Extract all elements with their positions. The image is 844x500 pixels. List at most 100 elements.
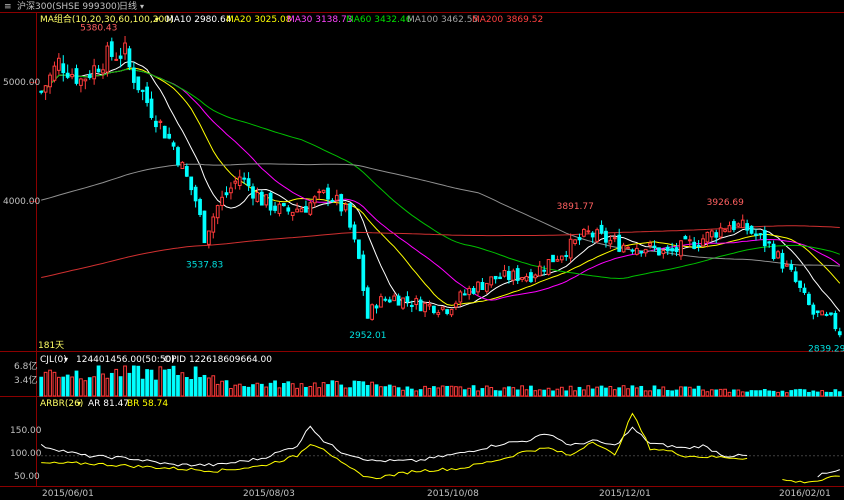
ma-legend: MA组合(10,20,30,60,100,200) ▾ MA10 2980.64…	[40, 13, 543, 25]
chevron-down-icon[interactable]: ▾	[155, 15, 159, 24]
candle-body	[418, 299, 423, 312]
candle-body	[330, 199, 335, 202]
candle-body	[820, 310, 825, 316]
candle-body	[352, 224, 357, 240]
volume-bar	[211, 375, 216, 397]
candle-body	[714, 232, 719, 238]
candle-body	[123, 42, 127, 55]
volume-bar	[61, 376, 66, 397]
candle-body	[533, 274, 538, 279]
candle-body	[604, 230, 608, 243]
volume-bar	[789, 390, 794, 397]
volume-bar	[462, 389, 467, 397]
candle-body	[705, 231, 710, 243]
candle-body	[136, 76, 141, 91]
volume-bar	[670, 390, 675, 397]
candle-body	[657, 247, 661, 256]
candle-body	[326, 187, 330, 200]
volume-bar	[745, 391, 750, 397]
candle-body	[515, 268, 520, 281]
candle-body	[387, 299, 392, 303]
candle-body	[498, 276, 502, 280]
volume-bar	[533, 390, 538, 397]
candle-body	[299, 208, 304, 213]
volume-bar	[330, 380, 335, 397]
ma-group-label[interactable]: MA组合(10,20,30,60,100,200)	[40, 13, 173, 25]
candle-body	[65, 72, 70, 78]
candle-body	[471, 287, 476, 294]
candle-body	[202, 210, 207, 244]
ma100-line	[41, 163, 840, 267]
chevron-down-icon[interactable]: ▾	[77, 399, 81, 408]
volume-bar	[295, 387, 299, 397]
chevron-down-icon[interactable]: ▾	[64, 355, 68, 364]
volume-bar	[409, 388, 414, 397]
price-annotation: 2839.29	[808, 344, 844, 354]
candle-body	[268, 192, 273, 211]
candle-body	[109, 41, 114, 57]
candle-body	[608, 239, 613, 245]
volume-bar	[776, 391, 780, 397]
volume-bar	[630, 385, 635, 397]
candle-body	[158, 120, 163, 123]
candle-body	[687, 239, 692, 242]
candle-body	[255, 192, 260, 202]
volume-bar	[555, 388, 560, 397]
price-annotations: 5380.43 3537.83 2952.01 3891.77 3926.69 2839.…	[80, 23, 844, 354]
candle-body	[105, 45, 110, 73]
candle-body	[427, 303, 432, 307]
chevron-down-icon[interactable]: ▾	[140, 2, 144, 11]
candle-body	[679, 240, 683, 257]
candle-body	[70, 74, 74, 78]
volume-name[interactable]: CJL(0)	[40, 355, 67, 365]
volume-bar	[259, 383, 264, 397]
volume-bar	[652, 385, 657, 397]
period-selector[interactable]: 日线	[119, 0, 137, 12]
volume-bar	[233, 384, 238, 397]
volume-bar	[264, 386, 269, 397]
candle-body	[634, 247, 639, 255]
candle-body	[189, 176, 194, 191]
candle-body	[193, 186, 198, 202]
candle-body	[436, 312, 441, 315]
menu-icon[interactable]: ≡	[4, 2, 12, 12]
volume-bar	[405, 386, 410, 397]
volume-bar	[732, 389, 736, 397]
arbr-name[interactable]: ARBR(26)	[40, 399, 83, 409]
candle-body	[802, 287, 807, 293]
candle-body	[480, 282, 485, 290]
candle-body	[617, 234, 622, 252]
candle-body	[383, 298, 388, 301]
volume-bar	[118, 376, 123, 397]
candle-body	[559, 255, 564, 261]
volume-bar	[109, 372, 114, 397]
volume-bar	[255, 382, 260, 397]
volume-bar	[780, 390, 785, 397]
volume-bar	[343, 387, 348, 397]
ma10-line	[40, 60, 841, 312]
candle-body	[176, 147, 180, 166]
volume-bar	[582, 389, 586, 397]
candle-body	[493, 275, 498, 280]
candle-body	[211, 216, 216, 233]
volume-bar	[498, 390, 502, 397]
volume-bar	[127, 372, 132, 397]
volume-bar	[824, 391, 829, 397]
volume-bar	[590, 388, 595, 397]
volume-bar	[348, 387, 352, 397]
candle-body	[484, 282, 489, 292]
volume-bar	[440, 385, 445, 397]
panel-frames	[0, 12, 844, 487]
volume-bar	[604, 387, 608, 397]
volume-bar	[559, 386, 564, 397]
opid-value: OPID 122618609664.00	[164, 355, 272, 365]
date-label: 2015/12/01	[599, 489, 651, 499]
instrument-title: 沪深300(SHSE 999300)	[17, 0, 120, 12]
volume-bar	[537, 389, 542, 397]
volume-bar	[626, 388, 630, 397]
volume-bar	[374, 384, 379, 397]
candle-body	[56, 57, 61, 71]
candle-body	[83, 78, 88, 82]
candle-body	[648, 242, 652, 246]
